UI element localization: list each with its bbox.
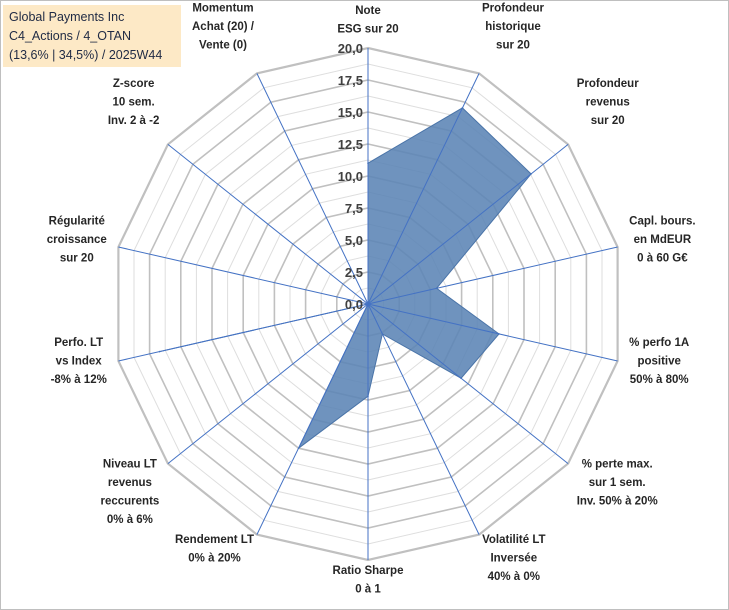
axis-label-line: Achat (20) / <box>192 21 255 33</box>
tick-label: 10,0 <box>338 169 363 184</box>
axis-label-line: Capl. bours. <box>629 216 695 228</box>
chart-title-line-2: C4_Actions / 4_OTAN <box>9 29 132 43</box>
axis-label-line: croissance <box>47 234 107 246</box>
axis-spoke <box>367 303 480 535</box>
axis-label-line: sur 20 <box>60 253 94 265</box>
tick-label: 7,5 <box>345 201 363 216</box>
axis-label: Rendement LT 0% à 20% <box>175 534 254 565</box>
axis-label-line: 50% à 80% <box>630 374 689 386</box>
axis-label-line: Z-score <box>113 78 155 90</box>
axis-label-line: 0% à 6% <box>107 514 153 526</box>
axis-label-line: revenus <box>586 96 630 108</box>
axis-label: Note ESG sur 20 <box>337 5 398 36</box>
axis-spoke <box>167 144 369 305</box>
axis-label-line: Profondeur <box>482 2 544 14</box>
axis-label-line: Perfo. LT <box>54 337 103 349</box>
axis-label: Volatilité LT Inversée 40% à 0% <box>482 534 545 583</box>
axis-label: Capl. bours. en MdEUR 0 à 60 G€ <box>629 216 695 265</box>
axis-label-line: sur 1 sem. <box>589 477 646 489</box>
axis-label-line: en MdEUR <box>634 234 692 246</box>
axis-spoke <box>256 73 369 305</box>
axis-label: Profondeur historique sur 20 <box>482 2 544 51</box>
axis-label: % perte max. sur 1 sem. Inv. 50% à 20% <box>577 459 658 508</box>
axis-label: Régularité croissance sur 20 <box>47 216 107 265</box>
axis-label-line: Inv. 2 à -2 <box>108 115 160 127</box>
axis-label-line: Volatilité LT <box>482 534 545 546</box>
axis-label-line: ESG sur 20 <box>337 24 398 36</box>
axis-spoke <box>367 303 569 464</box>
tick-label: 20,0 <box>338 41 363 56</box>
axis-label-line: 10 sem. <box>112 96 154 108</box>
axis-label-line: reccurents <box>100 496 159 508</box>
axis-label-line: revenus <box>108 477 152 489</box>
axis-label-line: % perte max. <box>582 459 653 471</box>
axis-label: Niveau LT revenus reccurents 0% à 6% <box>100 459 159 526</box>
axis-label-line: 0% à 20% <box>188 553 240 565</box>
axis-label: Profondeur revenus sur 20 <box>577 78 639 127</box>
chart-title-line-1: Global Payments Inc <box>9 10 125 24</box>
axis-label-line: Note <box>355 5 381 17</box>
axis-label-line: Régularité <box>49 216 105 228</box>
axis-label-line: Inversée <box>490 553 537 565</box>
axis-label-line: 0 à 60 G€ <box>637 253 688 265</box>
axis-spoke <box>118 303 369 362</box>
axis-label-line: -8% à 12% <box>51 374 107 386</box>
axis-spoke <box>118 246 369 305</box>
axis-label-line: % perfo 1A <box>629 337 689 349</box>
chart-title-box: Global Payments Inc C4_Actions / 4_OTAN … <box>3 5 181 67</box>
axis-label-line: positive <box>637 355 680 367</box>
radar-spokes <box>118 48 618 560</box>
axis-label-line: historique <box>485 21 541 33</box>
tick-label: 5,0 <box>345 233 363 248</box>
axis-label-line: Profondeur <box>577 78 639 90</box>
tick-label: 0,0 <box>345 297 363 312</box>
axis-label-line: sur 20 <box>591 115 625 127</box>
axis-label-line: Inv. 50% à 20% <box>577 496 658 508</box>
axis-label-line: Vente (0) <box>199 39 247 51</box>
axis-spoke <box>367 246 618 305</box>
axis-label: % perfo 1A positive 50% à 80% <box>629 337 689 386</box>
chart-title-line-3: (13,6% | 34,5%) / 2025W44 <box>9 48 163 62</box>
axis-spoke <box>167 303 369 464</box>
axis-spoke <box>367 303 618 362</box>
axis-label-line: 40% à 0% <box>488 571 540 583</box>
axis-label-line: vs Index <box>56 355 103 367</box>
axis-label: Z-score 10 sem. Inv. 2 à -2 <box>108 78 160 127</box>
tick-label: 2,5 <box>345 265 363 280</box>
tick-label: 15,0 <box>338 105 363 120</box>
axis-label-line: sur 20 <box>496 39 530 51</box>
axis-label: Ratio Sharpe 0 à 1 <box>333 565 404 596</box>
axis-label-line: Ratio Sharpe <box>333 565 404 577</box>
axis-spoke <box>367 144 569 305</box>
axis-label-line: Rendement LT <box>175 534 254 546</box>
axis-label: Perfo. LT vs Index -8% à 12% <box>51 337 107 386</box>
tick-label: 17,5 <box>338 73 363 88</box>
tick-label: 12,5 <box>338 137 363 152</box>
axis-label-line: Momentum <box>192 2 253 14</box>
axis-label-line: 0 à 1 <box>355 584 381 596</box>
axis-spoke <box>256 303 369 535</box>
axis-label-line: Niveau LT <box>103 459 157 471</box>
radar-axis-labels: Note ESG sur 20 Profondeur historique sur 20… <box>47 2 696 595</box>
radar-tick-labels: 0,0 2,5 5,0 7,5 10,0 12,5 15,0 17,5 20,0 <box>338 41 363 312</box>
axis-label: Momentum Achat (20) / Vente (0) <box>192 2 255 51</box>
axis-spoke <box>367 73 480 305</box>
